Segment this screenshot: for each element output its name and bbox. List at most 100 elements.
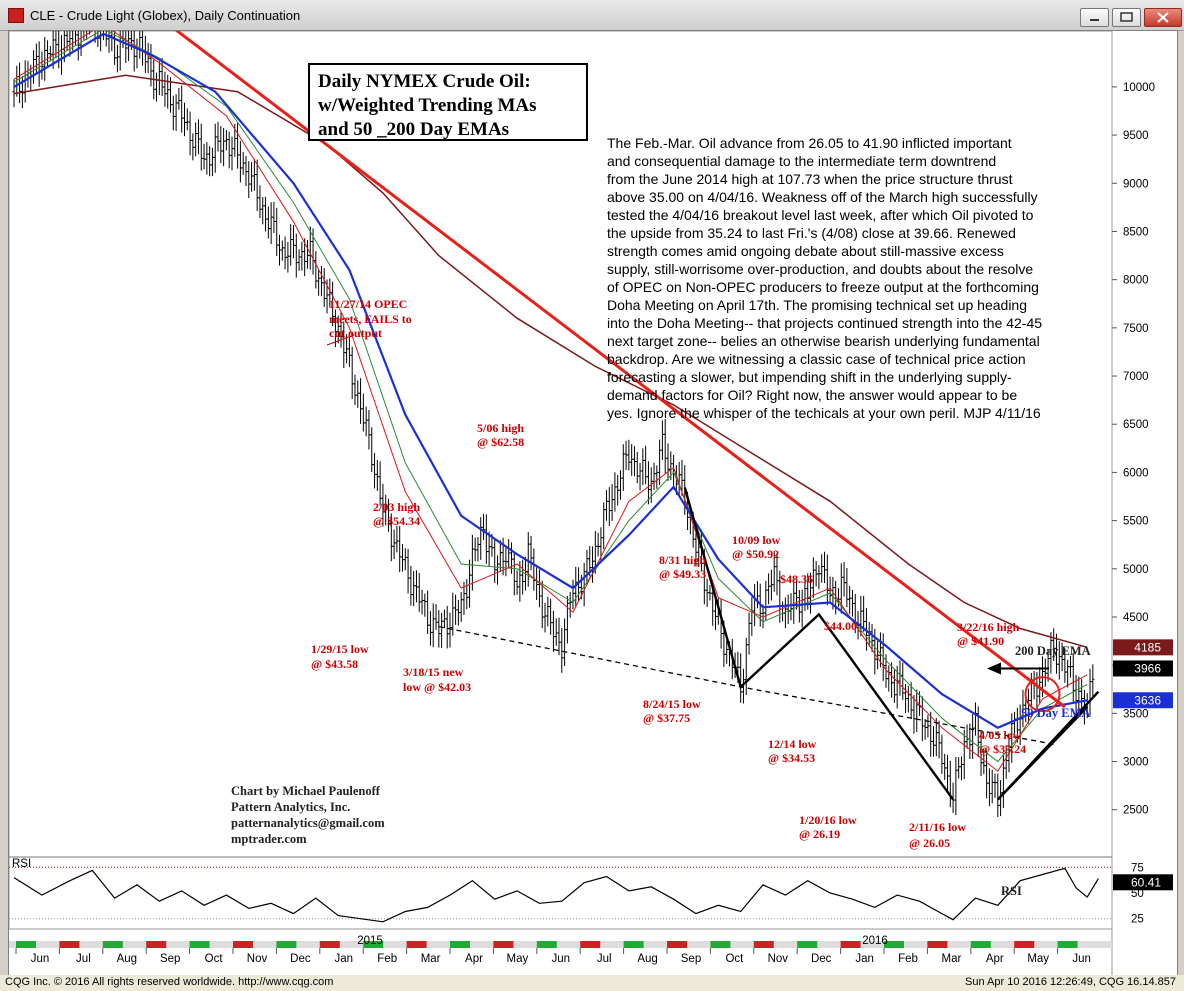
ema50-line: [13, 32, 1088, 730]
month-marker: [753, 941, 774, 948]
annotation-dec14_2: @ $34.53: [768, 751, 815, 765]
commentary-line: above 35.00 on 4/04/16. Weakness off of …: [607, 189, 1038, 205]
commentary-line: demand factors for Oil? Right now, the a…: [607, 387, 1017, 403]
commentary-line: supply, still-worrisome over-production,…: [607, 261, 1033, 277]
x-month-label: Jun: [31, 953, 50, 965]
rsi-tick-label: 25: [1131, 914, 1144, 926]
chart-window[interactable]: 10000 9500 9000 8500 8000 7500 7000 6500 6000 550…: [8, 30, 1178, 976]
downtrend-line: [174, 31, 1066, 709]
uptrend-line: [996, 690, 1100, 801]
annotation-mar22_2: @ $41.90: [957, 634, 1004, 648]
y-tick-label: 3000: [1123, 757, 1149, 769]
commentary-line: and consequential damage to the intermed…: [607, 153, 996, 169]
status-bar: CQG Inc. © 2016 All rights reserved worl…: [0, 975, 1184, 991]
x-month-label: Jul: [76, 953, 91, 965]
annotation-aug24_1: 8/24/15 low: [643, 697, 701, 711]
x-month-label: May: [507, 953, 529, 965]
title-box: [308, 63, 588, 141]
commentary-line: from the June 2014 high at 107.73 when t…: [607, 171, 1013, 187]
annotation-p4400: $44.00: [824, 619, 857, 633]
ema200-line: [13, 74, 1088, 649]
month-marker: [59, 941, 80, 948]
minimize-button[interactable]: [1080, 8, 1109, 27]
month-marker: [450, 941, 470, 948]
x-month-label: Mar: [941, 953, 961, 965]
annotation-jan29_1: 1/29/15 low: [311, 642, 369, 656]
annotation-dec14_1: 12/14 low: [768, 737, 817, 751]
y-tick-label: 10000: [1123, 82, 1155, 94]
month-marker: [840, 941, 861, 948]
rsi-label: RSI: [1001, 884, 1022, 898]
price-chart[interactable]: 10000 9500 9000 8500 8000 7500 7000 6500 6000 550…: [9, 31, 1177, 975]
annotation-feb11_2: @ 26.05: [909, 836, 950, 850]
arrow-head-icon: [987, 662, 1001, 675]
close-button[interactable]: [1144, 8, 1182, 27]
v-pattern-line: [683, 487, 955, 801]
commentary-line: into the Doha Meeting-- that projects co…: [607, 315, 1042, 331]
y-tick-label: 6500: [1123, 419, 1149, 431]
x-month-label: Dec: [811, 953, 832, 965]
x-month-label: Aug: [117, 953, 137, 965]
month-marker: [927, 941, 948, 948]
x-month-label: Dec: [290, 953, 311, 965]
annotation-jan20_1: 1/20/16 low: [799, 813, 857, 827]
month-marker: [493, 941, 514, 948]
commentary-line: the upside from 35.24 to last Fri.'s (4/…: [607, 225, 1016, 241]
chart-title-line: w/Weighted Trending MAs: [318, 95, 537, 116]
x-month-label: Jan: [855, 953, 874, 965]
copyright-text: CQG Inc. © 2016 All rights reserved worl…: [5, 976, 334, 988]
commentary-line: strength comes amid ongoing debate about…: [607, 243, 1004, 259]
cqg-app-icon: [8, 8, 24, 23]
y-tick-label: 9000: [1123, 178, 1149, 190]
x-year-label: 2016: [862, 935, 888, 947]
x-month-label: Jun: [552, 953, 571, 965]
rsi-last-tag: [1113, 874, 1173, 891]
y-tick-label: 9500: [1123, 130, 1149, 142]
x-month-label: Oct: [725, 953, 744, 965]
month-marker: [189, 941, 210, 948]
annotation-aug24_2: @ $37.75: [643, 711, 690, 725]
chart-title-line: and 50 _200 Day EMAs: [318, 119, 509, 140]
window-title: CLE - Crude Light (Globex), Daily Contin…: [30, 8, 301, 23]
credit-line: Chart by Michael Paulenoff: [231, 784, 381, 798]
ema50-legend: 50 Day EMA: [1021, 706, 1090, 720]
x-month-label: Feb: [377, 953, 397, 965]
commentary-line: forecasting a slower, but impending shif…: [607, 369, 1012, 385]
month-marker: [102, 941, 123, 948]
y-tick-label: 7500: [1123, 323, 1149, 335]
annotation-mar18_2: low @ $42.03: [403, 680, 471, 694]
month-marker: [536, 941, 557, 948]
price-tag-ema50-value: 3636: [1134, 693, 1161, 707]
month-marker: [623, 941, 644, 948]
timestamp-text: Sun Apr 10 2016 12:26:49, CQG 16.14.857: [965, 976, 1176, 988]
commentary-line: tested the 4/04/16 breakout level last w…: [607, 207, 1034, 223]
x-year-label: 2015: [357, 935, 383, 947]
rsi-tick-label: 75: [1131, 862, 1144, 874]
annotation-mar22_1: 3/22/16 high: [957, 620, 1020, 634]
rsi-line: [13, 867, 1099, 923]
month-marker: [884, 941, 904, 948]
x-month-label: Nov: [247, 953, 268, 965]
commentary-line: next target zone-- belies an otherwise b…: [607, 333, 1040, 349]
x-month-label: Aug: [637, 953, 657, 965]
annotation-opec3: cut output: [329, 326, 382, 340]
price-tag-ema200: [1113, 639, 1173, 656]
annotation-aug31_2: @ $49.33: [659, 567, 706, 581]
month-marker: [363, 941, 384, 948]
commentary-line: backdrop. Are we witnessing a classic ca…: [607, 351, 1026, 367]
x-month-label: Jul: [597, 953, 612, 965]
y-tick-label: 5000: [1123, 564, 1149, 576]
maximize-button[interactable]: [1112, 8, 1141, 27]
window-titlebar: CLE - Crude Light (Globex), Daily Contin…: [0, 0, 1184, 31]
annotation-aug31_1: 8/31 high: [659, 553, 706, 567]
price-tag-ema50: [1113, 692, 1173, 709]
rsi-tick-label: 50: [1131, 888, 1144, 900]
ema200-legend: 200 Day EMA: [1015, 644, 1091, 658]
annotation-opec2: meets, FAILS to: [329, 312, 412, 326]
annotation-jan29_2: @ $43.58: [311, 657, 358, 671]
annotation-feb03_2: @ $54.34: [373, 514, 420, 528]
commentary-line: The Feb.-Mar. Oil advance from 26.05 to …: [607, 135, 1012, 151]
commentary-line: Doha Meeting on April 17th. The promisin…: [607, 297, 1027, 313]
month-marker: [16, 941, 36, 948]
opec-pointer-line: [326, 334, 355, 346]
